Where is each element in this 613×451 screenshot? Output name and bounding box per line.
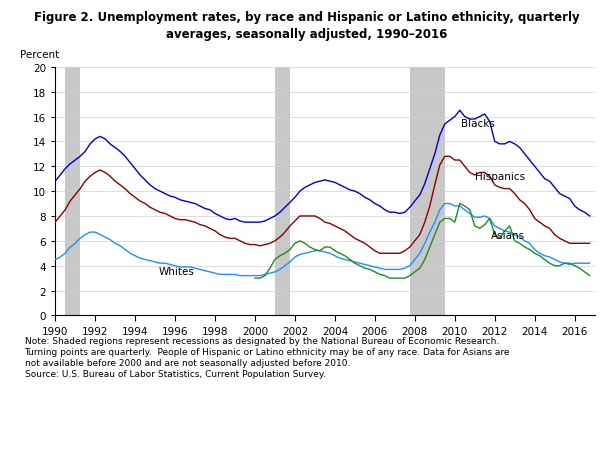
Text: Asians: Asians bbox=[491, 230, 525, 240]
Text: Blacks: Blacks bbox=[461, 119, 495, 129]
Bar bbox=[65, 68, 80, 316]
Text: Note: Shaded regions represent recessions as designated by the National Bureau o: Note: Shaded regions represent recession… bbox=[25, 336, 510, 378]
Text: Whites: Whites bbox=[159, 266, 195, 276]
Bar bbox=[410, 68, 445, 316]
Text: Percent: Percent bbox=[20, 50, 59, 60]
Text: Hispanics: Hispanics bbox=[474, 172, 525, 182]
Bar bbox=[275, 68, 290, 316]
Text: Figure 2. Unemployment rates, by race and Hispanic or Latino ethnicity, quarterl: Figure 2. Unemployment rates, by race an… bbox=[34, 11, 579, 41]
